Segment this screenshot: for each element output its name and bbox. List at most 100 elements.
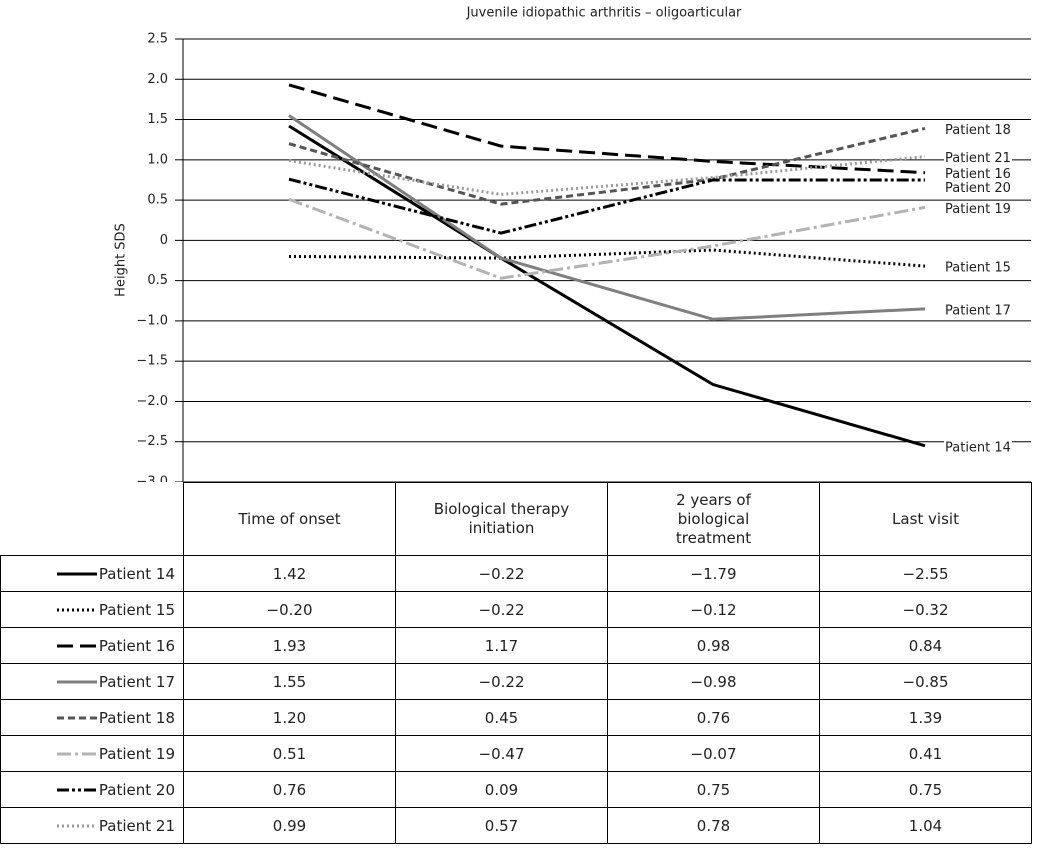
y-tick-label: 2.0 — [147, 72, 168, 87]
value-cell: −0.47 — [395, 735, 608, 772]
series-name-cell: Patient 18 — [0, 699, 184, 736]
value-cell: −0.98 — [607, 663, 820, 700]
data-row: Patient 19 0.51 −0.47 −0.07 0.41 — [0, 735, 1032, 772]
value-cell: −0.85 — [819, 663, 1032, 700]
value-cell: −0.20 — [183, 591, 396, 628]
series-line — [288, 83, 926, 175]
value-cell: 1.93 — [183, 627, 396, 664]
series-line — [288, 177, 925, 235]
y-tick-label: 0 — [160, 233, 168, 248]
value-cell: 1.55 — [183, 663, 396, 700]
value-cell: 1.04 — [819, 807, 1032, 844]
value-cell: 0.09 — [395, 771, 608, 808]
label-bg — [944, 303, 1012, 319]
y-tick-label: −1.5 — [136, 354, 168, 369]
series-line — [288, 197, 926, 280]
series-end-label: Patient 18 — [945, 123, 1011, 138]
value-cell: −0.22 — [395, 555, 608, 592]
series-end-label: Patient 14 — [945, 440, 1011, 455]
label-bg — [944, 151, 1012, 167]
value-cell: 0.75 — [819, 771, 1032, 808]
y-tick-label: −2.0 — [136, 394, 168, 409]
value-cell: 0.41 — [819, 735, 1032, 772]
legend-swatch — [56, 716, 97, 720]
value-cell: −1.79 — [607, 555, 820, 592]
y-tick-label: 1.5 — [147, 112, 168, 127]
series-name: Patient 18 — [98, 708, 175, 727]
legend-swatch — [56, 788, 97, 792]
value-cell: 0.57 — [395, 807, 608, 844]
y-tick-label: 0.5 — [147, 193, 168, 208]
series-end-label: Patient 16 — [945, 167, 1011, 182]
label-bg — [944, 440, 1012, 456]
header-cell: 2 years of biological treatment — [607, 482, 820, 556]
y-tick-label: −2.5 — [136, 434, 168, 449]
data-row: Patient 21 0.99 0.57 0.78 1.04 — [0, 807, 1032, 844]
series-name-cell: Patient 14 — [0, 555, 184, 592]
series-name-cell: Patient 15 — [0, 591, 184, 628]
value-cell: −0.07 — [607, 735, 820, 772]
value-cell: −2.55 — [819, 555, 1032, 592]
data-row: Patient 15 −0.20 −0.22 −0.12 −0.32 — [0, 591, 1032, 628]
header-cell: Biological therapy initiation — [395, 482, 608, 556]
value-cell: 0.45 — [395, 699, 608, 736]
data-row: Patient 16 1.93 1.17 0.98 0.84 — [0, 627, 1032, 664]
series-name-cell: Patient 21 — [0, 807, 184, 844]
value-cell: −0.32 — [819, 591, 1032, 628]
value-cell: −0.22 — [395, 663, 608, 700]
label-bg — [944, 201, 1012, 217]
series-name-cell: Patient 19 — [0, 735, 184, 772]
label-bg — [944, 167, 1012, 183]
header-cell: Last visit — [819, 482, 1032, 556]
data-table: Time of onset Biological therapy initiati… — [0, 482, 1032, 844]
legend-swatch — [56, 680, 97, 684]
value-cell: 0.51 — [183, 735, 396, 772]
series-end-label: Patient 21 — [945, 151, 1011, 166]
header-row: Time of onset Biological therapy initiati… — [0, 482, 1032, 556]
value-cell: 0.76 — [183, 771, 396, 808]
series-name: Patient 17 — [98, 672, 175, 691]
series-name: Patient 16 — [98, 636, 175, 655]
legend-swatch — [56, 752, 97, 756]
series-name-cell: Patient 16 — [0, 627, 184, 664]
data-row: Patient 14 1.42 −0.22 −1.79 −2.55 — [0, 555, 1032, 592]
data-row: Patient 20 0.76 0.09 0.75 0.75 — [0, 771, 1032, 808]
value-cell: 0.76 — [607, 699, 820, 736]
y-tick-label: 1.0 — [147, 152, 168, 167]
series-name-cell: Patient 20 — [0, 771, 184, 808]
label-bg — [944, 260, 1012, 276]
series-name: Patient 15 — [98, 600, 175, 619]
value-cell: 0.75 — [607, 771, 820, 808]
series-line — [288, 155, 926, 196]
value-cell: 0.84 — [819, 627, 1032, 664]
series-name: Patient 14 — [98, 564, 175, 583]
series-line — [288, 248, 926, 268]
value-cell: −0.22 — [395, 591, 608, 628]
series-line — [288, 114, 926, 321]
series-end-label: Patient 20 — [945, 181, 1011, 196]
y-axis-label: Height SDS — [114, 223, 129, 297]
value-cell: 1.39 — [819, 699, 1032, 736]
series-end-label: Patient 17 — [945, 303, 1011, 318]
label-bg — [944, 181, 1012, 197]
value-cell: 1.42 — [183, 555, 396, 592]
data-row: Patient 17 1.55 −0.22 −0.98 −0.85 — [0, 663, 1032, 700]
value-cell: 0.78 — [607, 807, 820, 844]
series-name: Patient 20 — [98, 780, 175, 799]
series-line — [288, 124, 926, 448]
value-cell: 1.20 — [183, 699, 396, 736]
value-cell: 0.99 — [183, 807, 396, 844]
chart: Juvenile idiopathic arthritis – oligoart… — [114, 6, 1031, 482]
legend-swatch — [56, 824, 97, 828]
value-cell: 1.17 — [395, 627, 608, 664]
legend-swatch — [56, 644, 97, 648]
series-end-label: Patient 15 — [945, 261, 1011, 276]
y-tick-label: −1.0 — [136, 313, 168, 328]
blank-cell — [0, 482, 184, 556]
y-tick-label: 0.5 — [147, 273, 168, 288]
header-cell: Time of onset — [183, 482, 396, 556]
series-name-cell: Patient 17 — [0, 663, 184, 700]
value-cell: −0.12 — [607, 591, 820, 628]
series-end-label: Patient 19 — [945, 202, 1011, 217]
